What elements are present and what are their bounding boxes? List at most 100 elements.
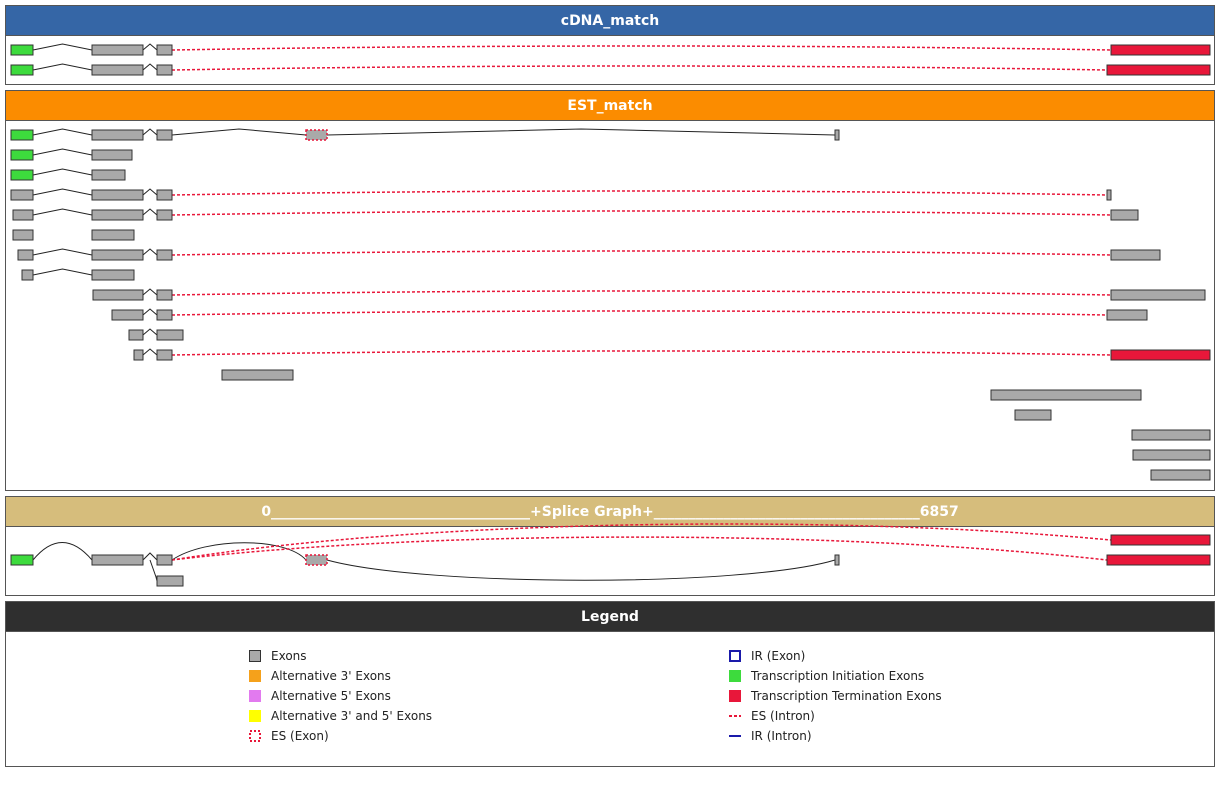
cdna-match-panel: cDNA_match — [5, 5, 1215, 85]
intron-line — [142, 288, 158, 296]
exon — [12, 229, 34, 241]
initiation-exon — [10, 129, 34, 141]
exon — [990, 389, 1142, 401]
cdna-match-header: cDNA_match — [6, 6, 1214, 36]
es-intron-line — [171, 210, 1112, 216]
exon — [156, 209, 173, 221]
intron-arc — [326, 559, 836, 581]
exon — [91, 269, 135, 281]
exon-swatch-icon — [249, 650, 261, 662]
legend-left-column: Exons Alternative 3' Exons Alternative 5… — [249, 646, 432, 746]
legend-ir-exon-label: IR (Exon) — [751, 649, 806, 663]
initiation-exon — [10, 554, 34, 566]
legend-alt35-label: Alternative 3' and 5' Exons — [271, 709, 433, 723]
exon — [156, 309, 173, 321]
intron-line — [142, 208, 158, 216]
intron-arc — [171, 542, 307, 561]
termination-exon — [1106, 554, 1211, 566]
intron-line — [142, 43, 158, 51]
alt5-swatch-icon — [249, 690, 261, 702]
intron-line — [326, 128, 836, 136]
exon — [92, 289, 144, 301]
intron-line — [32, 188, 93, 196]
intron-line — [142, 348, 158, 356]
legend-alt3-label: Alternative 3' Exons — [271, 669, 391, 683]
exon — [91, 64, 144, 76]
exon — [156, 129, 173, 141]
est-match-track — [10, 128, 1211, 481]
es-exon — [305, 554, 328, 566]
exon — [156, 44, 173, 56]
intron-line — [32, 248, 93, 256]
exon — [91, 129, 144, 141]
exon — [156, 575, 184, 587]
initiation-exon — [10, 169, 34, 181]
es-intron-line-icon — [729, 715, 741, 717]
exon — [91, 44, 144, 56]
exon — [156, 64, 173, 76]
est-match-panel: EST_match — [5, 90, 1215, 491]
alt35-swatch-icon — [249, 710, 261, 722]
es-intron-line — [171, 310, 1108, 316]
exon — [91, 209, 144, 221]
termination-exon — [1110, 349, 1211, 361]
exon — [1150, 469, 1211, 481]
intron-line — [142, 188, 158, 196]
legend-es-intron-label: ES (Intron) — [751, 709, 815, 723]
legend-alt3-exons: Alternative 3' Exons — [249, 666, 432, 686]
exon — [1131, 429, 1211, 441]
legend-es-exon: ES (Exon) — [249, 726, 432, 746]
initiation-exon — [10, 64, 34, 76]
intron-line — [142, 128, 158, 136]
legend-alt5-label: Alternative 5' Exons — [271, 689, 391, 703]
intron-line — [142, 552, 158, 561]
splice-graph-panel: 0_____________________________________+S… — [5, 496, 1215, 596]
exon — [1110, 289, 1206, 301]
exon — [91, 554, 144, 566]
exon — [128, 329, 144, 341]
es-intron-line — [171, 290, 1112, 296]
legend-ir-intron-label: IR (Intron) — [751, 729, 812, 743]
exon — [91, 189, 144, 201]
term-swatch-icon — [729, 690, 741, 702]
exon — [91, 229, 135, 241]
intron-line — [32, 63, 93, 71]
exon — [156, 289, 173, 301]
ir-intron-line-icon — [729, 735, 741, 737]
legend-panel: Legend Exons Alternative 3' Exons Altern… — [5, 601, 1215, 767]
splice-graph-header: 0_____________________________________+S… — [6, 497, 1214, 527]
exon — [156, 349, 173, 361]
est-match-header: EST_match — [6, 91, 1214, 121]
exon — [12, 209, 34, 221]
intron-line — [32, 208, 93, 216]
es-intron-line — [171, 536, 1108, 561]
intron-line — [142, 308, 158, 316]
termination-exon — [1106, 64, 1211, 76]
es-intron-line — [171, 250, 1112, 256]
exon — [156, 249, 173, 261]
exon — [91, 149, 133, 161]
exon — [91, 169, 126, 181]
termination-exon — [1110, 44, 1211, 56]
exon — [111, 309, 144, 321]
exon — [133, 349, 144, 361]
exon — [1132, 449, 1211, 461]
exon — [156, 189, 173, 201]
legend-header: Legend — [6, 602, 1214, 632]
alt3-swatch-icon — [249, 670, 261, 682]
intron-line — [32, 43, 93, 51]
exon — [10, 189, 34, 201]
es-intron-line — [171, 45, 1112, 51]
initiation-exon — [10, 149, 34, 161]
intron-line — [171, 128, 307, 136]
exon — [834, 129, 840, 141]
legend-init-label: Transcription Initiation Exons — [751, 669, 925, 683]
cdna-match-track — [10, 43, 1211, 76]
exon — [21, 269, 34, 281]
legend-init-exons: Transcription Initiation Exons — [729, 666, 942, 686]
termination-exon — [1110, 534, 1211, 546]
es-intron-line — [171, 190, 1108, 196]
exon — [1106, 309, 1148, 321]
exon — [834, 554, 840, 566]
intron-line — [32, 128, 93, 136]
